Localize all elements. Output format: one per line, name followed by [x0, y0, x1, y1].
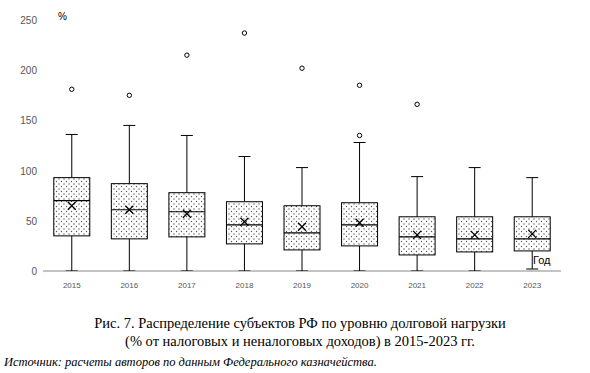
mean-marker — [413, 231, 421, 239]
y-tick-label: 0 — [31, 266, 37, 277]
median-line — [399, 236, 435, 237]
chart: 0 50 100 150 200 250% Год 2015 2016 2017 2018 2019 2… — [0, 0, 590, 373]
box — [514, 217, 550, 251]
max-cap — [181, 135, 193, 136]
upper-whisker — [302, 168, 303, 206]
lower-whisker — [186, 237, 187, 271]
lower-whisker — [532, 251, 533, 269]
y-axis-label: % — [58, 11, 67, 22]
y-tick-label: 250 — [20, 15, 37, 26]
box — [457, 217, 493, 252]
box — [399, 217, 435, 255]
title: Рис. 7. Распределение субъектов РФ по ур… — [94, 315, 506, 331]
median-line — [54, 200, 90, 201]
outlier — [185, 53, 189, 57]
lower-whisker — [359, 246, 360, 271]
min-cap — [526, 268, 538, 269]
y-tick-label: 100 — [20, 166, 37, 177]
lower-whisker — [244, 244, 245, 271]
x-axis-line — [43, 271, 561, 272]
box — [54, 178, 90, 236]
box — [111, 184, 147, 239]
median-line — [169, 211, 205, 212]
mean-marker — [240, 218, 248, 226]
x-tick-label: 2021 — [408, 281, 426, 290]
source: Источник: расчеты авторов по данным Феде… — [3, 355, 377, 369]
upper-whisker — [359, 142, 360, 202]
box — [284, 206, 320, 250]
lower-whisker — [302, 250, 303, 271]
min-cap — [181, 271, 193, 272]
max-cap — [123, 125, 135, 126]
median-line — [457, 238, 493, 239]
upper-whisker — [417, 177, 418, 217]
min-cap — [123, 271, 135, 272]
x-tick-label: 2019 — [293, 281, 311, 290]
outlier — [357, 133, 361, 137]
max-cap — [354, 142, 366, 143]
x-tick-label: 2020 — [351, 281, 369, 290]
median-line — [226, 224, 262, 225]
mean-marker — [125, 206, 133, 214]
boxes — [54, 31, 550, 271]
y-tick-label: 150 — [20, 115, 37, 126]
mean-marker — [528, 230, 536, 238]
median-line — [342, 224, 378, 225]
median-line — [284, 232, 320, 233]
min-cap — [411, 271, 423, 272]
box — [226, 202, 262, 244]
max-cap — [296, 167, 308, 168]
upper-whisker — [532, 178, 533, 217]
max-cap — [411, 176, 423, 177]
y-tick-label: 50 — [26, 216, 38, 227]
subtitle: (% от налоговых и неналоговых доходов) в… — [125, 333, 475, 350]
x-axis-label: Год — [533, 254, 551, 266]
x-tick-label: 2017 — [178, 281, 196, 290]
median-line — [514, 238, 550, 239]
box — [342, 203, 378, 246]
x-tick-label: 2022 — [466, 281, 484, 290]
outlier — [242, 31, 246, 35]
outlier — [300, 66, 304, 70]
y-tick-label: 200 — [20, 65, 37, 76]
upper-whisker — [71, 134, 72, 177]
x-tick-label: 2015 — [63, 281, 81, 290]
upper-whisker — [474, 168, 475, 217]
x-tick-label: 2018 — [236, 281, 254, 290]
outlier — [415, 102, 419, 106]
max-cap — [526, 177, 538, 178]
mean-marker — [471, 231, 479, 239]
max-cap — [66, 134, 78, 135]
outlier — [127, 93, 131, 97]
mean-marker — [298, 223, 306, 231]
mean-marker — [183, 210, 191, 218]
max-cap — [469, 167, 481, 168]
lower-whisker — [417, 255, 418, 271]
min-cap — [354, 271, 366, 272]
x-tick-label: 2023 — [523, 281, 541, 290]
lower-whisker — [129, 239, 130, 271]
min-cap — [296, 271, 308, 272]
min-cap — [469, 271, 481, 272]
upper-whisker — [186, 135, 187, 192]
x-tick-label: 2016 — [120, 281, 138, 290]
upper-whisker — [129, 125, 130, 183]
max-cap — [238, 156, 250, 157]
box — [169, 193, 205, 237]
upper-whisker — [244, 157, 245, 202]
min-cap — [238, 271, 250, 272]
outlier — [357, 83, 361, 87]
lower-whisker — [474, 252, 475, 271]
mean-marker — [356, 219, 364, 227]
lower-whisker — [71, 236, 72, 271]
min-cap — [66, 271, 78, 272]
outlier — [70, 87, 74, 91]
mean-marker — [68, 202, 76, 210]
